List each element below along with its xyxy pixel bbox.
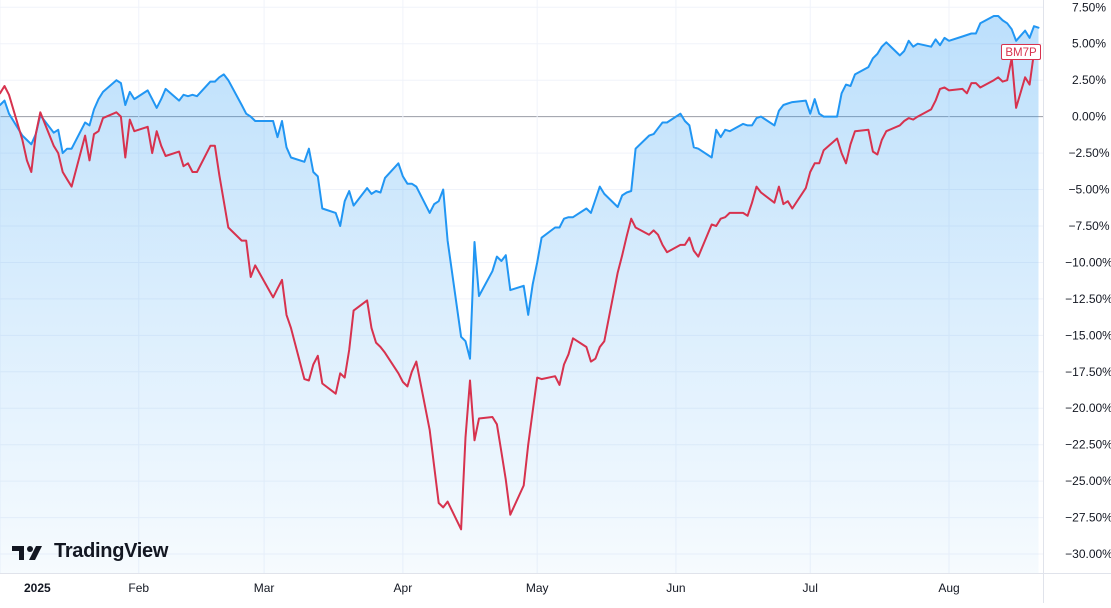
x-tick-label: May <box>526 581 549 595</box>
tradingview-logo[interactable]: TradingView <box>12 540 168 563</box>
y-tick-label: −22.50% <box>1065 438 1111 452</box>
area-fill-layer <box>0 16 1039 573</box>
x-tick-label: Apr <box>394 581 413 595</box>
y-tick-label: −15.00% <box>1065 328 1111 342</box>
y-tick-label: −30.00% <box>1065 547 1111 561</box>
x-tick-label: 2025 <box>24 581 51 595</box>
x-tick-label: Aug <box>938 581 959 595</box>
series-lines <box>0 15 1040 531</box>
y-tick-label: 2.50% <box>1072 73 1106 87</box>
tradingview-logo-text: TradingView <box>54 540 169 562</box>
y-tick-label: −20.00% <box>1065 401 1111 415</box>
y-tick-label: −27.50% <box>1065 511 1111 525</box>
series-1-line[interactable] <box>0 15 1040 360</box>
y-tick-label: 5.00% <box>1072 37 1106 51</box>
y-tick-label: −5.00% <box>1068 183 1109 197</box>
y-tick-label: −10.00% <box>1065 255 1111 269</box>
x-tick-label: Jul <box>803 581 818 595</box>
x-tick-label: Feb <box>128 581 149 595</box>
y-tick-label: −12.50% <box>1065 292 1111 306</box>
tradingview-logo-icon <box>12 545 42 560</box>
y-tick-label: 0.00% <box>1072 110 1106 124</box>
y-tick-label: 7.50% <box>1072 0 1106 14</box>
y-tick-label: −7.50% <box>1068 219 1109 233</box>
x-tick-label: Jun <box>666 581 685 595</box>
y-tick-label: −25.00% <box>1065 474 1111 488</box>
y-tick-label: −17.50% <box>1065 365 1111 379</box>
series-label-bm7p: BM7P <box>1001 44 1041 60</box>
series-1-area <box>0 16 1039 573</box>
series-bm7p-line[interactable] <box>0 50 1040 531</box>
x-tick-label: Mar <box>254 581 275 595</box>
y-tick-label: −2.50% <box>1068 146 1109 160</box>
